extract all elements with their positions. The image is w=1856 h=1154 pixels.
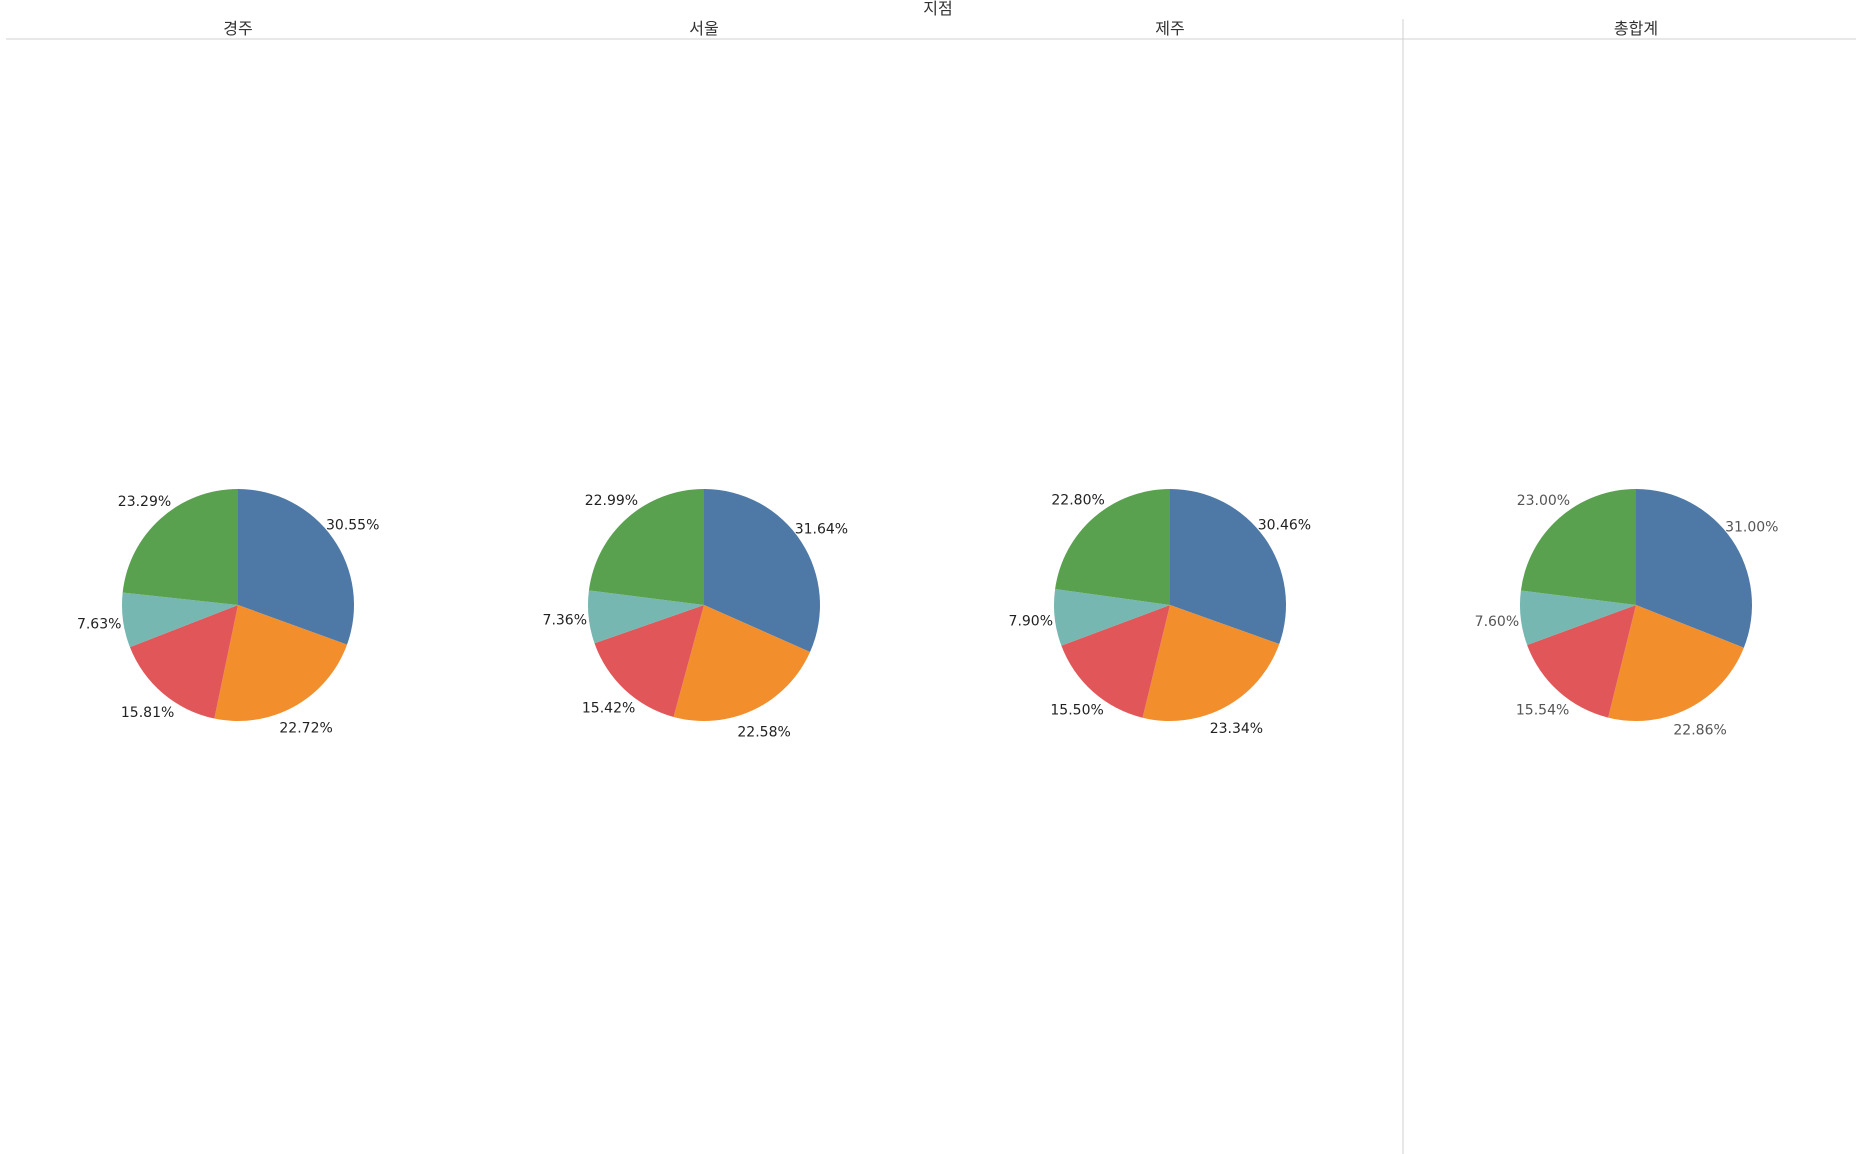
slice-percent-label: 22.80% (1051, 492, 1104, 508)
slice-percent-label: 30.46% (1258, 517, 1311, 533)
pie-slice-teal[interactable] (1054, 589, 1170, 646)
pie-slice-orange[interactable] (673, 605, 811, 722)
slice-percent-label: 23.34% (1210, 721, 1263, 737)
dimension-header-title: 지점 (923, 0, 952, 18)
pie-slice-orange[interactable] (214, 605, 348, 722)
slice-percent-label: 22.58% (737, 724, 790, 740)
pie-panel: 총합계 31.00% 22.86% 15.54% 7.60% 23.00% (1475, 19, 1779, 739)
slice-percent-label: 7.60% (1475, 614, 1519, 630)
pie-slice-orange[interactable] (1142, 605, 1280, 721)
pie-slice-blue[interactable] (1170, 489, 1286, 645)
pie-slice-red[interactable] (1061, 605, 1170, 718)
pie-slice-teal[interactable] (587, 590, 704, 644)
slice-percent-label: 15.42% (582, 700, 635, 716)
slice-percent-label: 23.00% (1517, 493, 1570, 509)
pie-slice-green[interactable] (1520, 488, 1636, 605)
slice-percent-label: 15.81% (121, 705, 174, 721)
pie-slice-green[interactable] (588, 489, 704, 605)
pie-slice-red[interactable] (1527, 605, 1636, 718)
pie-slice-teal[interactable] (1519, 590, 1636, 645)
slice-percent-label: 30.55% (326, 518, 379, 534)
slice-percent-label: 22.72% (279, 720, 332, 736)
pie-panel: 제주 30.46% 23.34% 15.50% 7.90% 22.80% (1009, 19, 1312, 737)
pie-slice-blue[interactable] (704, 489, 820, 653)
pie-slice-red[interactable] (129, 605, 238, 719)
pie-panel: 서울 31.64% 22.58% 15.42% 7.36% 22.99% (543, 19, 849, 740)
pie-title: 경주 (223, 19, 252, 38)
pie-slice-teal[interactable] (122, 592, 238, 648)
pie-slice-red[interactable] (594, 605, 705, 717)
pie-title: 서울 (689, 19, 718, 38)
slice-percent-label: 22.99% (585, 493, 638, 509)
pie-slice-orange[interactable] (1608, 605, 1744, 722)
slice-percent-label: 7.36% (543, 613, 587, 629)
slice-percent-label: 7.90% (1009, 613, 1053, 629)
pie-title: 제주 (1155, 19, 1184, 38)
pie-panel: 경주 30.55% 22.72% 15.81% 7.63% 23.29% (77, 19, 379, 736)
slice-percent-label: 23.29% (118, 494, 171, 510)
pie-title: 총합계 (1614, 19, 1658, 38)
pie-slice-blue[interactable] (1636, 489, 1752, 648)
slice-percent-label: 7.63% (77, 617, 121, 633)
slice-percent-label: 31.64% (795, 522, 848, 538)
slice-percent-label: 15.50% (1050, 703, 1103, 719)
slice-percent-label: 22.86% (1673, 723, 1726, 739)
slice-percent-label: 31.00% (1725, 519, 1778, 535)
slice-percent-label: 15.54% (1516, 702, 1569, 718)
pie-slice-blue[interactable] (238, 489, 355, 645)
pie-slice-green[interactable] (122, 489, 238, 605)
pie-slice-green[interactable] (1055, 489, 1170, 605)
pie-panels: 경주 30.55% 22.72% 15.81% 7.63% 23.29% 서울 31.64% 2… (77, 19, 1779, 740)
